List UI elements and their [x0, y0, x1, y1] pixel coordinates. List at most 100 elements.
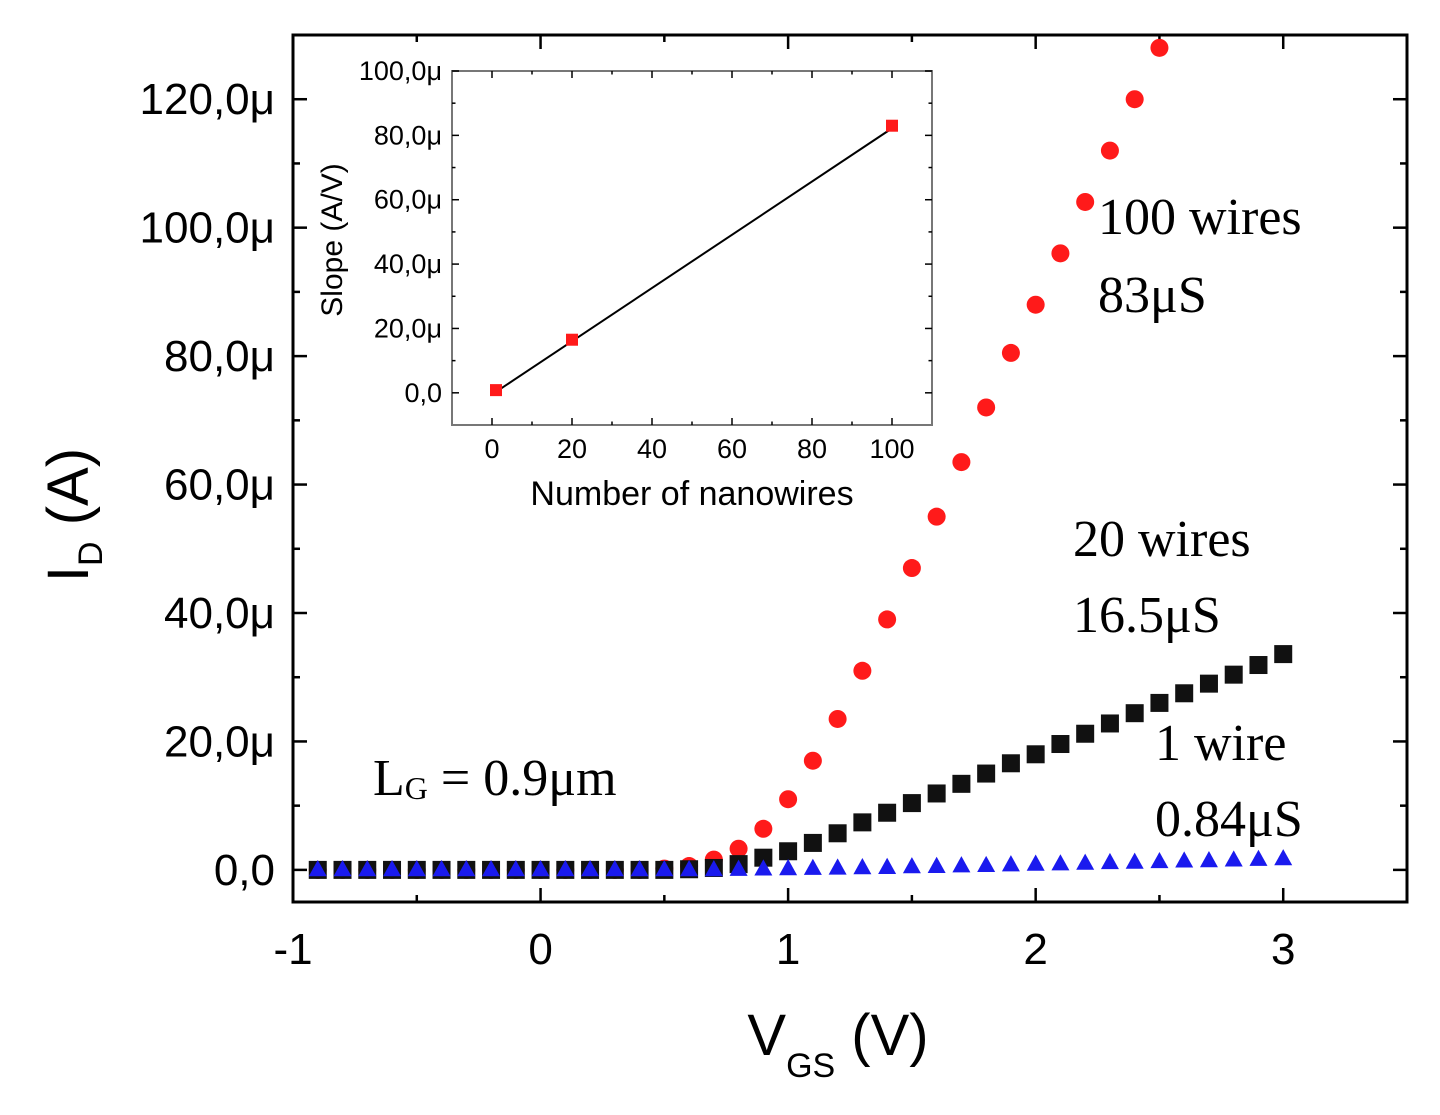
- x-axis-title-symbol: V: [747, 1003, 786, 1068]
- y-tick-label: 100,0μ: [140, 204, 275, 253]
- point-20-wires: [952, 774, 971, 793]
- x-tick-label: -1: [273, 925, 312, 974]
- point-20-wires: [1125, 704, 1144, 723]
- point-1-wire: [680, 859, 699, 877]
- y-tick-label: 40,0μ: [374, 249, 442, 279]
- main-data-marks: [308, 38, 1293, 879]
- x-axis-title-subscript: GS: [786, 1047, 835, 1085]
- point-1-wire: [531, 859, 550, 877]
- fit-line: [495, 127, 893, 393]
- y-tick-label: 100,0μ: [359, 56, 442, 86]
- inset-plot-frame: [451, 70, 933, 426]
- x-tick-label: 40: [637, 434, 667, 464]
- point-20-wires: [779, 842, 798, 861]
- inset-axis-ticks: 0 20 40 60 80 100 0,0 20,0μ 40,0μ 60,0μ 80,0μ 100,0…: [359, 56, 932, 464]
- point-20-wires: [1100, 714, 1119, 733]
- point-100-wires: [779, 790, 798, 809]
- point-1-wire: [1224, 850, 1243, 867]
- point-100-wires: [1076, 192, 1095, 211]
- x-tick-label: 60: [717, 434, 747, 464]
- point-20-wires: [1026, 745, 1045, 764]
- point-20-wires: [1274, 645, 1293, 664]
- inset-y-axis-title: Slope (A/V): [316, 163, 349, 316]
- x-tick-label: 0: [484, 434, 499, 464]
- point-20-wires: [1051, 735, 1070, 754]
- point-1-wire: [383, 859, 402, 877]
- point-1-wire: [1274, 849, 1293, 866]
- point-1-wire: [927, 856, 946, 873]
- point-1-wire: [605, 859, 624, 877]
- point-100-wires: [927, 507, 946, 526]
- point-20-wires: [1199, 674, 1218, 693]
- y-tick-label: 40,0μ: [164, 589, 275, 638]
- annotation-20-wires: 20 wires 16.5μS: [1073, 511, 1264, 644]
- point-1-wire: [1150, 851, 1169, 869]
- x-tick-label: 80: [797, 434, 827, 464]
- point-100-wires: [1001, 343, 1020, 362]
- y-tick-label: 80,0μ: [374, 120, 442, 150]
- point-20-wires: [828, 824, 847, 843]
- gate-length-value: = 0.9μm: [428, 750, 617, 807]
- annotation-1-wire-count: 1 wire: [1155, 715, 1286, 772]
- point-20-wires: [1001, 754, 1020, 773]
- point-20-wires: [927, 784, 946, 803]
- y-axis-title: ID (A): [36, 448, 110, 582]
- point-1-wire: [952, 856, 971, 873]
- point-20-wires: [1175, 684, 1194, 703]
- point-20-wires: [878, 803, 897, 822]
- point-100-wires: [828, 709, 847, 728]
- y-axis-title-subscript: D: [72, 541, 110, 566]
- point-1-wire: [704, 859, 723, 877]
- point-20-wires: [977, 764, 996, 783]
- x-tick-label: 3: [1271, 925, 1295, 974]
- annotation-1-wire-slope: 0.84μS: [1155, 791, 1303, 848]
- point-100-wires: [1150, 38, 1169, 57]
- y-tick-label: 20,0μ: [374, 313, 442, 343]
- point-100-wires: [853, 661, 872, 680]
- point-1-wire: [432, 859, 451, 877]
- x-tick-label: 0: [528, 925, 552, 974]
- annotation-100-wires-count: 100 wires: [1098, 189, 1302, 246]
- point-1-wire: [308, 859, 327, 877]
- point-1-wire: [333, 859, 352, 877]
- inset-x-axis-title: Number of nanowires: [530, 475, 853, 513]
- point-100-wires: [729, 839, 748, 858]
- point-100-wires: [803, 751, 822, 770]
- point-1-wire: [581, 859, 600, 877]
- point-20-wires: [754, 848, 773, 867]
- inset-chart: 0 20 40 60 80 100 0,0 20,0μ 40,0μ 60,0μ 80,0μ 100,0…: [316, 56, 933, 513]
- point-100-wires: [977, 398, 996, 417]
- point-1-wire: [556, 859, 575, 877]
- point-20-wires: [1150, 693, 1169, 712]
- point-100-wires: [878, 610, 897, 629]
- point-measured-slope: [566, 333, 578, 346]
- point-1-wire: [1051, 854, 1070, 871]
- point-1-wire: [779, 859, 798, 876]
- point-1-wire: [1125, 852, 1144, 869]
- point-20-wires: [803, 833, 822, 852]
- point-1-wire: [828, 858, 847, 875]
- point-1-wire: [358, 859, 377, 877]
- point-1-wire: [754, 859, 773, 876]
- x-tick-label: 2: [1023, 925, 1047, 974]
- point-20-wires: [1076, 724, 1095, 743]
- annotation-1-wire: 1 wire 0.84μS: [1155, 715, 1303, 848]
- point-measured-slope: [490, 384, 502, 397]
- point-1-wire: [1001, 855, 1020, 872]
- point-100-wires: [1125, 90, 1144, 109]
- point-100-wires: [754, 819, 773, 838]
- y-axis-title-symbol: I: [36, 566, 101, 582]
- main-axis-ticks: -1 0 1 2 3 0,0 20,0μ 40,0μ 60,0μ 80,0μ 100,0μ 120,0…: [140, 35, 1407, 974]
- annotation-20-wires-count: 20 wires: [1073, 511, 1251, 568]
- point-100-wires: [952, 453, 971, 472]
- annotation-100-wires-slope: 83μS: [1098, 267, 1207, 324]
- point-1-wire: [1100, 852, 1119, 870]
- point-1-wire: [457, 859, 476, 877]
- point-20-wires: [1224, 665, 1243, 684]
- point-1-wire: [1199, 850, 1218, 868]
- y-tick-label: 60,0μ: [164, 461, 275, 510]
- main-plot-frame: [291, 33, 1409, 904]
- point-100-wires: [1051, 244, 1070, 263]
- point-100-wires: [1100, 141, 1119, 160]
- point-1-wire: [977, 855, 996, 873]
